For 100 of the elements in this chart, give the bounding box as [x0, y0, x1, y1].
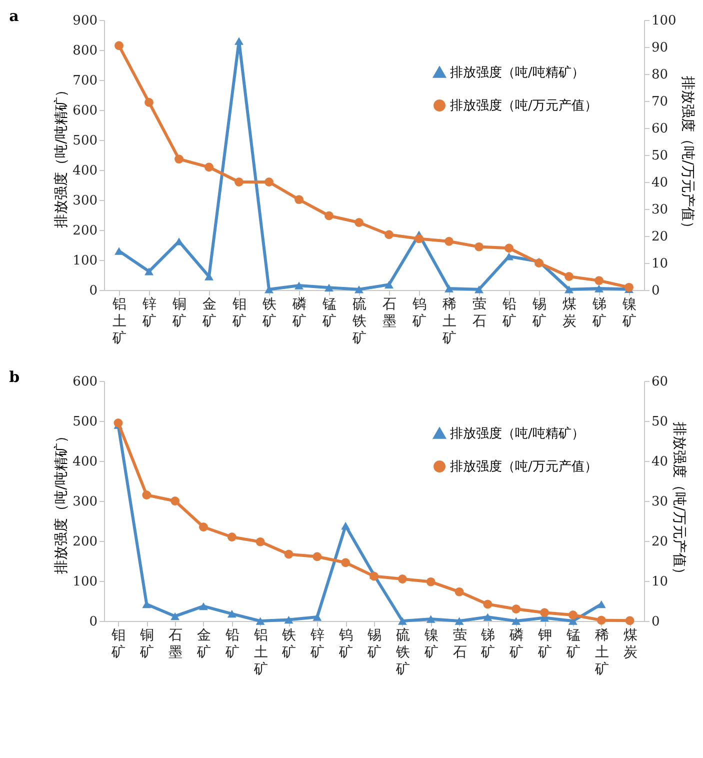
legend-label: 排放强度（吨/吨精矿） [450, 64, 584, 80]
x-tick-label: 锌矿 [310, 628, 325, 660]
point [199, 522, 208, 532]
x-tick-label: 锰矿 [322, 296, 336, 330]
y2-axis-title: 排放强度（吨/万元产值） [671, 422, 688, 581]
x-tick-label: 铁矿 [281, 628, 296, 660]
point [227, 610, 236, 618]
point [504, 244, 514, 253]
y2-tick-label: 0 [652, 614, 660, 630]
y-tick-label: 600 [72, 374, 98, 390]
x-tick-label: 铜矿 [139, 628, 154, 660]
y-tick-label: 700 [72, 74, 98, 88]
x-tick-label: 镍矿 [423, 628, 438, 660]
point [324, 211, 334, 220]
y2-tick-label: 70 [652, 94, 668, 110]
x-tick-label: 锰矿 [565, 628, 580, 660]
x-tick-label: 石墨 [382, 296, 396, 330]
point [144, 268, 154, 276]
point [294, 195, 304, 204]
x-tick-label: 金矿 [202, 296, 216, 330]
y-tick-label: 100 [72, 574, 98, 590]
x-tick-label: 硫铁矿 [394, 628, 410, 678]
x-tick-label: 铝土矿 [112, 296, 126, 346]
x-tick-label: 钾矿 [537, 628, 552, 660]
y-tick-label: 300 [72, 194, 98, 208]
point [256, 537, 265, 546]
point [341, 558, 350, 568]
y-tick-label: 400 [72, 164, 98, 178]
x-tick-label: 锡矿 [532, 296, 546, 330]
y-tick-label: 300 [72, 494, 98, 510]
point [504, 252, 514, 260]
point [114, 41, 124, 50]
point [414, 234, 424, 244]
y2-tick-label: 0 [652, 284, 660, 298]
y2-tick-label: 50 [652, 148, 668, 164]
point [568, 610, 578, 620]
x-tick-label: 稀土矿 [594, 628, 609, 678]
x-tick-label: 磷矿 [508, 628, 524, 660]
point [312, 552, 322, 562]
point [564, 272, 574, 281]
point [483, 613, 492, 621]
point [174, 154, 184, 164]
y-tick-label: 100 [72, 254, 98, 268]
x-tick-label: 硫铁矿 [352, 296, 366, 346]
x-tick-label: 石墨 [168, 628, 183, 660]
x-tick-label: 锌矿 [142, 296, 156, 330]
point [256, 617, 265, 625]
chart-title: b [9, 368, 20, 386]
y2-tick-label: 50 [652, 414, 668, 430]
y-tick-label: 600 [72, 104, 98, 118]
x-tick-label: 金矿 [196, 628, 211, 660]
y-tick-label: 200 [72, 534, 98, 550]
y2-tick-label: 40 [652, 454, 668, 470]
x-tick-label: 稀土矿 [442, 296, 456, 346]
point [454, 617, 464, 625]
point [384, 230, 394, 240]
point [354, 286, 364, 294]
x-tick-label: 煤炭 [562, 296, 576, 330]
y2-tick-label: 10 [652, 574, 668, 590]
x-tick-label: 钼矿 [232, 296, 246, 330]
point [398, 617, 407, 625]
x-tick-label: 铝土矿 [252, 628, 268, 678]
y2-tick-label: 80 [652, 68, 668, 82]
point [324, 284, 334, 292]
legend-label: 排放强度（吨/吨精矿） [450, 426, 584, 442]
point [199, 602, 208, 610]
legend-label: 排放强度（吨/万元产值） [450, 458, 598, 474]
y2-tick-label: 60 [652, 374, 668, 390]
y2-tick-label: 10 [652, 256, 668, 272]
point [341, 522, 350, 530]
point [625, 616, 634, 626]
point [142, 490, 152, 500]
x-tick-label: 镍矿 [622, 296, 636, 330]
x-tick-label: 铅矿 [224, 628, 240, 660]
point [596, 600, 606, 608]
legend-label: 排放强度（吨/万元产值） [450, 98, 598, 114]
point [170, 612, 180, 620]
point [426, 615, 436, 623]
x-tick-label: 钼矿 [110, 628, 126, 660]
point [444, 236, 454, 246]
point [284, 550, 294, 559]
point [454, 587, 464, 596]
point [474, 242, 484, 252]
y2-tick-label: 30 [652, 202, 668, 218]
point [114, 247, 124, 255]
point [596, 616, 606, 625]
y2-tick-label: 20 [652, 230, 668, 244]
y-axis-title: 排放强度（吨/吨精矿） [54, 83, 70, 228]
point [204, 162, 214, 172]
point [594, 276, 604, 286]
point [294, 282, 304, 290]
y2-tick-label: 90 [652, 40, 668, 56]
point [624, 282, 634, 292]
chart-title: a [9, 7, 20, 25]
point [312, 613, 322, 621]
point [234, 178, 244, 186]
y-tick-label: 400 [72, 454, 98, 470]
y2-tick-label: 40 [652, 176, 668, 190]
point [594, 284, 604, 292]
x-tick-label: 钨矿 [338, 628, 354, 660]
